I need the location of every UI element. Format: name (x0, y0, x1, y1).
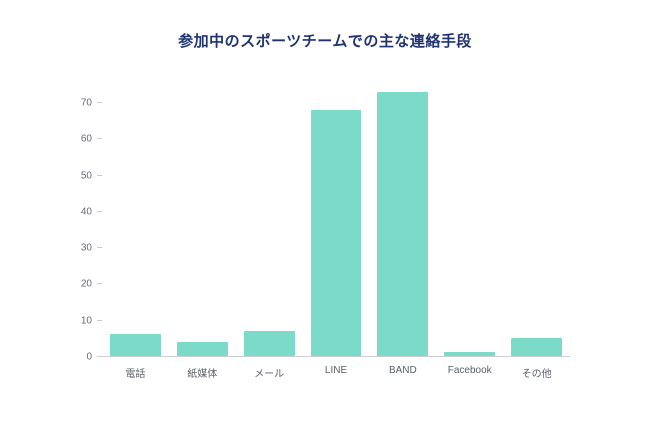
y-tick-label: 60 (80, 133, 92, 145)
bar-column (102, 85, 169, 356)
y-tick-label: 40 (80, 206, 92, 218)
bar-column (436, 85, 503, 356)
chart-bar (176, 341, 228, 356)
plot-area (102, 85, 570, 357)
y-tick-label: 0 (86, 351, 92, 363)
bar-chart: 0 10 20 30 40 50 60 70 電話 紙媒体 メール LINE BAND Facebook… (72, 85, 570, 380)
chart-bar (110, 334, 161, 356)
bar-column (503, 85, 570, 356)
y-axis: 0 10 20 30 40 50 60 70 (72, 85, 102, 363)
bar-column (303, 85, 370, 356)
y-tick-label: 70 (80, 97, 92, 109)
x-axis-label: メール (254, 369, 285, 380)
x-axis-label: 電話 (125, 369, 146, 380)
y-tick-label: 10 (80, 315, 92, 327)
chart-title: 参加中のスポーツチームでの主な連絡手段 (178, 33, 472, 50)
y-tick-mark (97, 174, 102, 176)
y-tick-mark (97, 319, 102, 321)
x-axis-label: Facebook (447, 365, 492, 376)
chart-bar (377, 92, 429, 356)
y-tick-label: 20 (80, 278, 92, 290)
bar-column (369, 85, 436, 356)
x-axis-label: BAND (388, 365, 417, 376)
y-tick-mark (97, 356, 102, 357)
chart-bar (310, 110, 362, 356)
x-axis-label: その他 (521, 369, 552, 380)
y-tick-mark (97, 102, 102, 104)
bar-column (236, 85, 303, 356)
x-axis: 電話 紙媒体 メール LINE BAND Facebook その他 (102, 357, 570, 380)
y-tick-mark (97, 210, 102, 212)
y-tick-mark (97, 138, 102, 140)
chart-bar (511, 337, 562, 356)
bar-column (169, 85, 236, 356)
y-tick-mark (97, 283, 102, 285)
chart-bar (444, 352, 496, 356)
chart-bar (243, 330, 295, 356)
y-tick-mark (97, 247, 102, 249)
y-tick-label: 30 (80, 242, 92, 254)
x-axis-label: LINE (324, 365, 348, 376)
y-tick-label: 50 (80, 170, 92, 182)
x-axis-label: 紙媒体 (187, 369, 218, 380)
